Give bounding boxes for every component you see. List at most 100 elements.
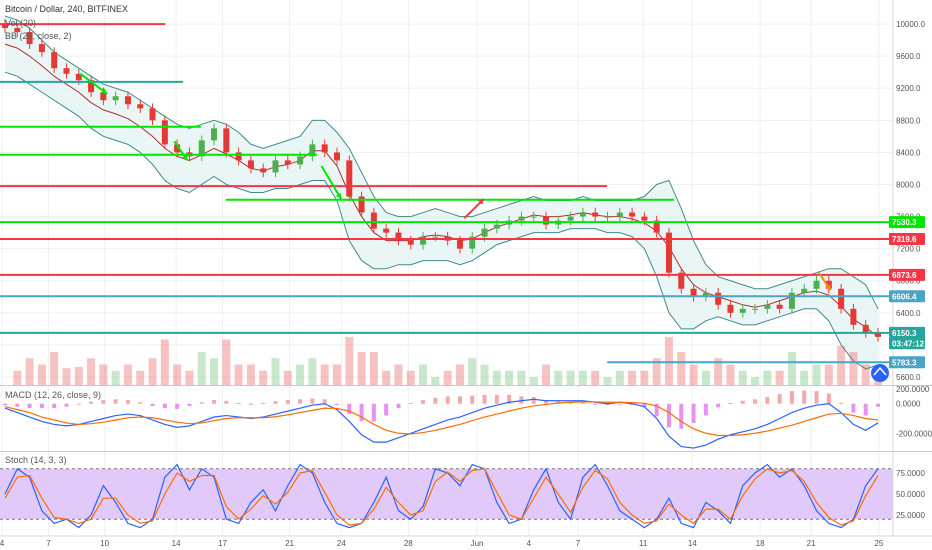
macd-histogram-bar [753,399,758,404]
volume-bar [726,364,735,385]
candle-body [801,288,808,293]
time-tick-label: 28 [404,539,413,548]
candle-body [838,288,845,309]
candle-body [579,212,586,217]
candle-body [665,232,672,273]
volume-bar [677,352,686,385]
macd-signal-line [4,401,879,437]
candle-body [875,332,881,337]
macd-histogram-bar [187,403,192,406]
trend-arrow [320,165,342,200]
time-tick-label: 24 [337,539,346,548]
candle-body [850,308,857,325]
price-tick-label: 6400.0 [896,309,921,318]
macd-histogram-bar [679,403,684,429]
price-tag-label: 6606.4 [892,292,917,301]
volume-bar [246,364,255,385]
volume-legend[interactable]: Vol (20) [5,18,37,28]
macd-histogram-bar [814,391,819,404]
bollinger-upper-line [4,15,879,310]
price-tag-bg [889,216,925,229]
volume-bar [419,364,428,385]
volume-bar [136,370,145,385]
volume-bar [738,370,747,385]
time-tick-label: 21 [285,539,294,548]
macd-histogram-bar [236,402,241,404]
candle-body [2,24,8,29]
volume-bar [701,370,710,385]
macd-histogram-bar [544,400,549,404]
volume-bar [542,364,551,385]
macd-histogram-bar [605,403,610,406]
macd-tick-label: 0.0000 [896,400,921,409]
stoch-tick-label: 75.0000 [896,469,925,478]
macd-histogram-bar [851,403,856,413]
volume-bar [345,337,354,385]
macd-histogram-bar [248,403,253,405]
pane-divider-macd-stoch[interactable] [0,451,932,452]
price-tag-bg [889,268,925,281]
logo-circle [871,364,889,382]
volume-bar [173,364,182,385]
macd-histogram-bar [138,402,143,404]
price-tick-label: 8400.0 [896,148,921,157]
volume-bar [664,337,673,385]
candle-body [653,220,660,233]
time-tick-label: 18 [756,539,765,548]
price-tag: 6150.3 [889,326,925,339]
volume-bar [591,370,600,385]
candle-body [284,160,291,165]
volume-bar [787,352,796,385]
volume-bar [517,370,526,385]
candle-body [272,160,279,173]
volume-bar [160,339,169,385]
price-tick-label: 9200.0 [896,84,921,93]
candle-body [358,196,365,213]
macd-histogram-bar [789,391,794,404]
price-tick-label: 9600.0 [896,52,921,61]
volume-bar [99,364,108,385]
macd-histogram-bar [125,400,130,404]
price-tag-label: 03:47:12 [892,339,925,348]
time-tick-label: 4 [527,539,532,548]
symbol-title[interactable]: Bitcoin / Dollar, 240, BITFINEX [5,4,129,14]
time-tick-label: 14 [688,539,697,548]
time-tick-label: 7 [576,539,581,548]
volume-bar [271,358,280,385]
candle-body [604,216,611,218]
candle-body [702,292,709,297]
volume-bar [13,370,22,385]
macd-histogram-bar [876,403,880,407]
trend-arrowhead [335,192,342,199]
volume-bar [394,364,403,385]
volume-bar [25,358,34,385]
candle-body [592,212,599,217]
price-tick-label: 8000.0 [896,180,921,189]
price-tag-label: 7530.3 [892,218,917,227]
candle-body [407,240,414,245]
volume-bar [431,377,440,385]
candle-body [690,288,697,297]
volume-bar [222,339,231,385]
macd-legend[interactable]: MACD (12, 26, close, 9) [5,390,102,400]
candle-body [161,120,168,145]
volume-bar [296,364,305,385]
volume-bar [751,377,760,385]
candle-body [530,216,537,218]
volume-bar [861,364,870,385]
price-tick-label: 6800.0 [896,277,921,286]
price-tag-label: 7319.6 [892,235,917,244]
macd-histogram-bar [27,403,32,409]
stoch-tick-label: 25.0000 [896,511,925,520]
pane-divider-main-macd[interactable] [0,385,932,386]
candle-body [813,280,820,289]
price-tag-label: 6150.3 [892,329,917,338]
stoch-legend[interactable]: Stoch (14, 3, 3) [5,455,67,465]
stoch-k-line [4,463,879,529]
price-tag: 6606.4 [889,290,925,303]
macd-histogram-bar [728,402,733,404]
bollinger-legend[interactable]: BB (20, close, 2) [5,31,72,41]
macd-histogram-bar [777,394,782,404]
